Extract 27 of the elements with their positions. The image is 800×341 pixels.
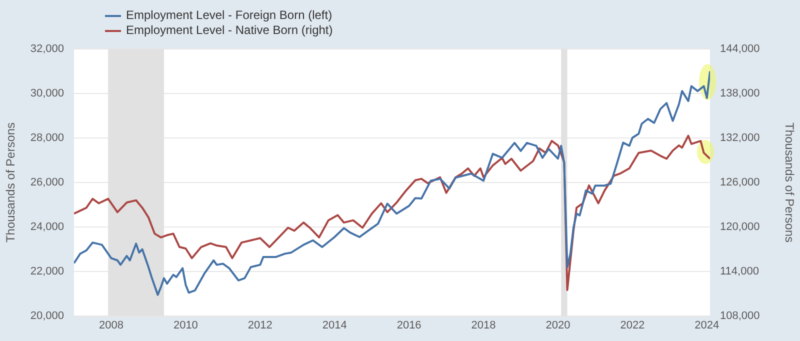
y2-tick-label: 138,000 xyxy=(720,88,760,100)
legend-label: Employment Level - Native Born (right) xyxy=(126,23,333,38)
x-tick-label: 2016 xyxy=(396,320,422,332)
x-tick-label: 2012 xyxy=(248,320,272,332)
x-tick-label: 2020 xyxy=(546,320,570,332)
y-tick-label: 30,000 xyxy=(30,88,64,100)
legend-label: Employment Level - Foreign Born (left) xyxy=(126,8,332,23)
y-tick-label: 22,000 xyxy=(30,266,64,278)
y-tick-label: 26,000 xyxy=(30,176,64,189)
y-tick-label: 20,000 xyxy=(30,310,64,322)
y2-tick-label: 132,000 xyxy=(720,132,760,144)
x-tick-label: 2010 xyxy=(173,320,198,332)
x-tick-label: 2024 xyxy=(694,320,720,332)
y2-tick-label: 126,000 xyxy=(720,176,760,189)
y2-tick-label: 144,000 xyxy=(720,43,760,56)
y2-tick-label: 108,000 xyxy=(720,310,760,322)
y-tick-label: 28,000 xyxy=(30,132,64,144)
y-axis-title: Thousands of Persons xyxy=(4,122,18,243)
y-tick-label: 32,000 xyxy=(30,43,64,56)
y2-tick-label: 120,000 xyxy=(720,221,760,234)
x-tick-label: 2022 xyxy=(620,320,645,332)
y-tick-label: 24,000 xyxy=(30,221,64,234)
x-tick-label: 2014 xyxy=(322,320,347,332)
y2-axis-title: Thousands of Persons xyxy=(782,122,796,243)
y2-tick-label: 114,000 xyxy=(720,266,759,278)
x-tick-label: 2008 xyxy=(98,320,124,332)
x-tick-label: 2018 xyxy=(471,320,496,332)
